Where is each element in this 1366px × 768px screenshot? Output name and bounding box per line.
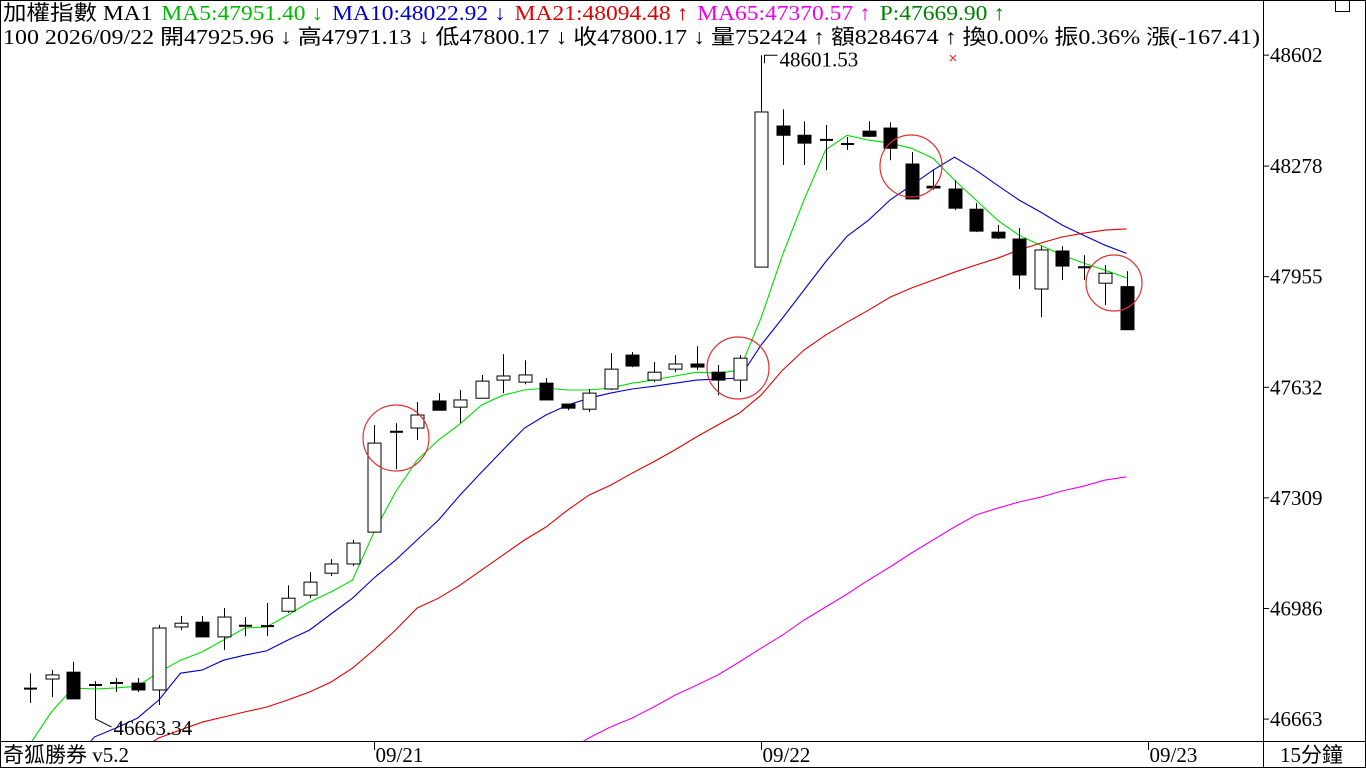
candle-body [152,627,167,691]
candle-body [45,674,60,680]
ma-line [31,134,1127,741]
candle-body [1098,272,1113,284]
candle-body [625,354,640,367]
y-tick-label: 48602 [1270,43,1323,67]
timeframe: 15分鐘 [1280,743,1343,767]
y-tick-label: 48278 [1270,154,1323,178]
candle-body [797,134,812,144]
candle-body [711,371,726,381]
candle-body [690,363,705,368]
candle-body [131,682,146,691]
x-tick-label: 09/21 [376,743,424,767]
candle-body [604,368,619,390]
candle-body [195,621,210,638]
candle-body [1055,250,1070,267]
y-tick-label: 46663 [1270,707,1323,731]
candle-body [668,363,683,370]
candle-body [281,597,296,612]
high-label: 48601.53 [780,47,859,71]
y-tick-label: 47309 [1270,486,1323,510]
ma-line [90,156,1127,741]
x-tick-label: 09/22 [763,743,811,767]
y-tick-label: 47632 [1270,375,1323,399]
candle-body [367,442,382,533]
candle-body [1034,249,1049,290]
candle-body [496,375,511,381]
candle-body [582,392,597,410]
candle-body [883,127,898,149]
low-label: 46663.34 [114,716,193,740]
candle-body [217,616,232,638]
legend-entry: MA65:47370.57 ↑ [697,1,871,25]
legend-title: 加權指數 MA1 [3,1,152,25]
candle-body [969,208,984,232]
highlight-circle [1085,254,1143,312]
ma-line [152,228,1127,741]
highlight-circle [706,336,770,400]
candle-body [905,163,920,200]
candle-body [948,188,963,209]
candle-body [453,399,468,408]
candle-body [1012,238,1027,276]
candle-body [754,111,769,268]
candle-body [324,563,339,574]
candle-body [647,371,662,381]
candle-body [518,374,533,383]
candle-body [862,130,877,137]
y-tick-label: 46986 [1270,596,1323,620]
info-line: 100 2026/09/22 開47925.96 ↓ 高47971.13 ↓ 低… [3,25,1260,49]
brand: 奇狐勝券 v5.2 [3,743,129,767]
legend-entry: MA10:48022.92 ↓ [332,1,506,25]
highlight-circle [362,404,430,472]
legend-entry: MA5:47951.40 ↓ [161,1,323,25]
highlight-circle [879,134,943,198]
x-tick-label: 09/23 [1150,743,1198,767]
legend-entry: MA21:48094.48 ↑ [515,1,689,25]
y-tick-label: 47955 [1270,265,1323,289]
candle-body [991,231,1006,239]
candle-body [475,380,490,399]
legend: 加權指數 MA1 MA5:47951.40 ↓ MA10:48022.92 ↓ MA2… [3,1,1005,25]
candle-body [539,382,554,401]
candle-body [432,400,447,411]
marker-cross [949,54,957,62]
annotation-line [764,54,778,64]
candle-body [776,125,791,136]
candle-body [346,542,361,565]
overlay [362,54,1143,472]
candle-body [561,403,576,409]
candle-body [174,622,189,628]
window-button[interactable] [1335,0,1350,12]
legend-entry: P:47669.90 ↑ [880,1,1005,25]
ma-line [582,476,1127,741]
candle-body [66,671,81,700]
candle-body [303,581,318,596]
annotation-line [95,715,112,728]
candle-body [733,357,748,381]
